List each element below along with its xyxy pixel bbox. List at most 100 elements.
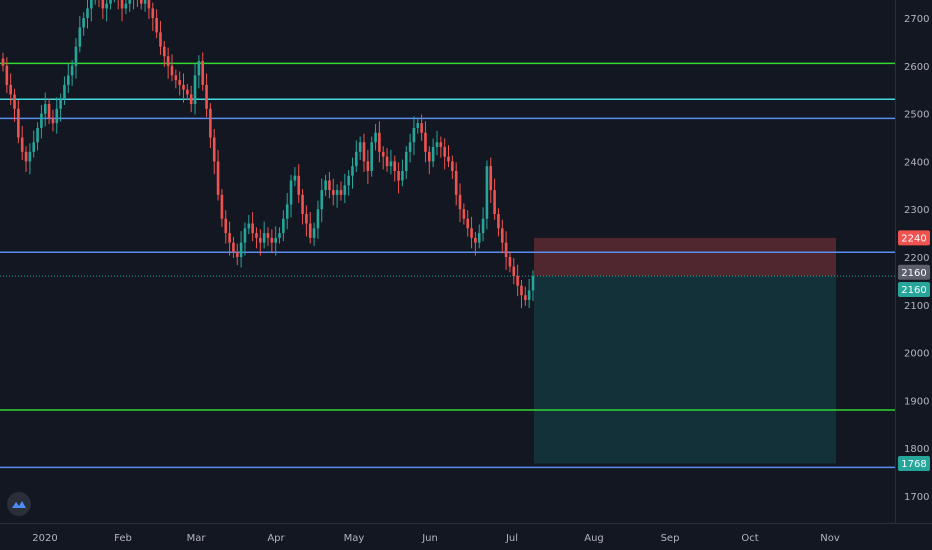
candle-body bbox=[143, 0, 147, 4]
candle-body bbox=[458, 194, 462, 210]
candle-body bbox=[220, 194, 224, 219]
price-tick-label: 2100 bbox=[904, 301, 929, 312]
candle-body bbox=[270, 237, 274, 243]
candle-body bbox=[282, 218, 285, 234]
candle-body bbox=[527, 290, 531, 301]
candle-body bbox=[335, 190, 339, 195]
price-badge bbox=[898, 455, 930, 471]
candle-body bbox=[109, 0, 112, 4]
candle-body bbox=[147, 0, 151, 9]
candle-body bbox=[209, 108, 212, 138]
price-badge bbox=[898, 282, 930, 298]
candle-body bbox=[289, 180, 293, 205]
candle-body bbox=[462, 209, 466, 219]
candle-body bbox=[489, 166, 493, 191]
time-tick-label: Feb bbox=[114, 533, 132, 544]
candle-body bbox=[512, 266, 516, 277]
candle-body bbox=[166, 56, 170, 66]
candle-body bbox=[13, 94, 16, 109]
candle-body bbox=[232, 242, 235, 253]
candle-body bbox=[385, 156, 389, 167]
price-badge-label: 2160 bbox=[901, 285, 926, 296]
price-tick-label: 2700 bbox=[904, 14, 929, 25]
candle-body bbox=[197, 61, 201, 76]
price-labels: 2240 2160 2160 1768 bbox=[898, 230, 930, 471]
tradingview-logo-icon[interactable] bbox=[7, 492, 31, 516]
candle-body bbox=[320, 190, 324, 210]
price-tick-label: 1800 bbox=[904, 444, 929, 455]
candle-body bbox=[63, 84, 66, 100]
candle-body bbox=[416, 123, 420, 128]
price-badge-label: 2160 bbox=[901, 268, 926, 279]
candle-body bbox=[40, 113, 43, 128]
candle-body bbox=[274, 237, 277, 243]
candle-body bbox=[324, 180, 327, 191]
candle-body bbox=[378, 132, 381, 152]
candle-body bbox=[524, 295, 527, 301]
time-tick-label: 2020 bbox=[32, 533, 57, 544]
candle-body bbox=[193, 75, 197, 105]
time-tick-label: Jul bbox=[505, 533, 518, 544]
time-tick-label: Nov bbox=[820, 533, 840, 544]
candle-body bbox=[32, 142, 36, 152]
candle-body bbox=[285, 204, 289, 219]
candle-body bbox=[408, 142, 412, 152]
candle-body bbox=[239, 242, 243, 257]
horizontal-lines bbox=[0, 62, 895, 469]
candle-body bbox=[397, 170, 400, 181]
candle-body bbox=[470, 228, 473, 238]
candle-body bbox=[66, 75, 70, 85]
price-tick-label: 2300 bbox=[904, 205, 929, 216]
candle-body bbox=[389, 161, 393, 167]
price-badge bbox=[898, 264, 930, 280]
candle-body bbox=[266, 233, 270, 238]
candle-body bbox=[9, 84, 12, 95]
candle-body bbox=[481, 218, 485, 234]
candle-body bbox=[508, 257, 512, 267]
price-badge bbox=[898, 230, 930, 246]
candle-body bbox=[155, 18, 158, 33]
price-axis[interactable]: 1700 1800 1900 2000 2100 2200 2300 2400 2500 2600… bbox=[904, 14, 929, 503]
candle-body bbox=[189, 94, 193, 105]
time-tick-label: Mar bbox=[187, 533, 207, 544]
candle-body bbox=[82, 18, 85, 28]
candle-body bbox=[259, 237, 262, 243]
candle-body bbox=[51, 118, 55, 124]
position-zones bbox=[534, 237, 836, 464]
candle-body bbox=[186, 89, 189, 95]
candle-body bbox=[412, 127, 416, 143]
time-tick-label: Apr bbox=[267, 533, 285, 544]
candle-body bbox=[351, 166, 354, 176]
candle-body bbox=[47, 104, 51, 119]
candle-body bbox=[205, 84, 208, 109]
price-badge-label: 1768 bbox=[901, 459, 926, 470]
candle-body bbox=[339, 190, 343, 195]
candle-body bbox=[393, 161, 397, 171]
price-badge-label: 2240 bbox=[901, 233, 926, 244]
price-tick-label: 2400 bbox=[904, 157, 929, 168]
candle-body bbox=[170, 65, 174, 76]
candle-body bbox=[347, 175, 350, 186]
candle-body bbox=[435, 142, 439, 148]
candle-body bbox=[36, 127, 39, 143]
candle-body bbox=[401, 170, 404, 181]
candle-body bbox=[504, 242, 508, 257]
candle-body bbox=[74, 46, 78, 66]
candle-body bbox=[262, 233, 266, 243]
candle-body bbox=[17, 108, 20, 138]
candle-body bbox=[447, 156, 450, 162]
candle-body bbox=[174, 75, 178, 81]
time-axis[interactable]: 2020 Feb Mar Apr May Jun Jul Aug Sep Oct Nov bbox=[32, 533, 840, 544]
candle-body bbox=[59, 99, 62, 109]
candle-body bbox=[139, 0, 143, 4]
price-tick-label: 2500 bbox=[904, 110, 929, 121]
price-tick-label: 1700 bbox=[904, 492, 929, 503]
candle-body bbox=[312, 228, 316, 238]
candle-body bbox=[474, 237, 477, 243]
candle-body bbox=[28, 151, 32, 162]
candle-body bbox=[466, 218, 470, 229]
time-tick-label: Jun bbox=[421, 533, 438, 544]
candle-body bbox=[243, 228, 247, 243]
candle-body bbox=[212, 137, 216, 162]
